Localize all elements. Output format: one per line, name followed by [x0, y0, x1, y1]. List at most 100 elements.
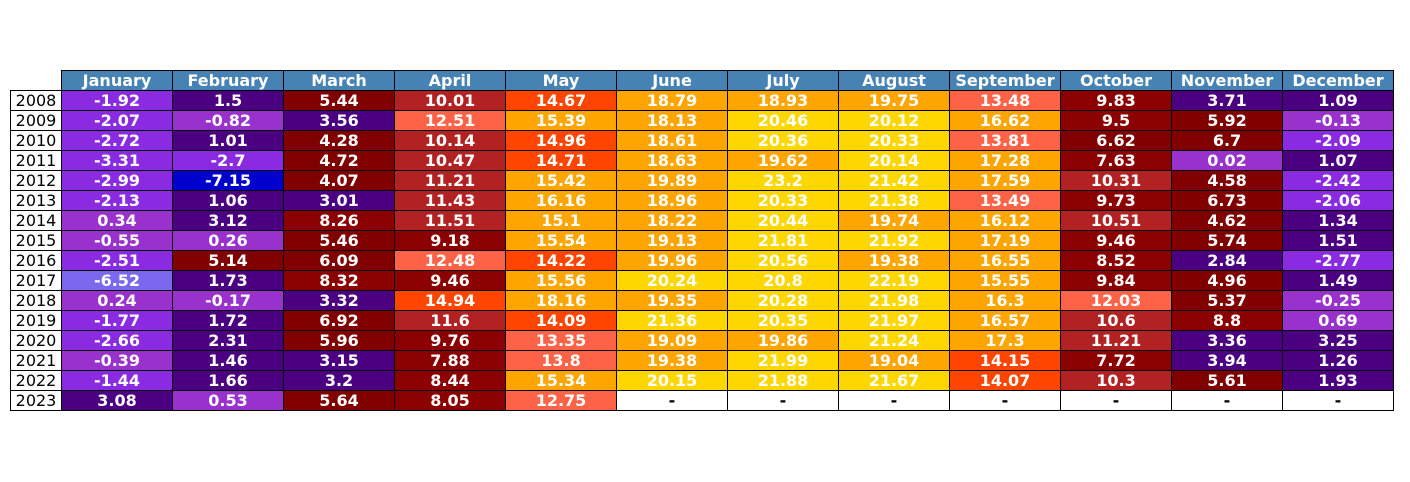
- value-cell: 5.61: [1171, 370, 1283, 391]
- value-cell: 18.61: [616, 130, 728, 151]
- temperature-table: January February March April May June July Augu…: [10, 70, 1394, 411]
- value-cell: 19.38: [838, 250, 950, 271]
- year-label: 2011: [10, 150, 62, 171]
- value-cell: 10.3: [1060, 370, 1172, 391]
- value-cell: 19.89: [616, 170, 728, 191]
- year-label: 2008: [10, 90, 62, 111]
- value-cell: 5.44: [283, 90, 395, 111]
- value-cell: 23.2: [727, 170, 839, 191]
- value-cell: 1.34: [1282, 210, 1394, 231]
- year-label: 2020: [10, 330, 62, 351]
- value-cell: -: [949, 390, 1061, 411]
- value-cell: 11.51: [394, 210, 506, 231]
- value-cell: 21.97: [838, 310, 950, 331]
- value-cell: 19.35: [616, 290, 728, 311]
- monthly-table: January February March April May June July Augu…: [10, 70, 1394, 411]
- value-cell: 4.96: [1171, 270, 1283, 291]
- value-cell: -6.52: [61, 270, 173, 291]
- value-cell: 20.33: [727, 190, 839, 211]
- value-cell: 4.58: [1171, 170, 1283, 191]
- year-label: 2014: [10, 210, 62, 231]
- value-cell: -: [616, 390, 728, 411]
- value-cell: 4.72: [283, 150, 395, 171]
- value-cell: 0.69: [1282, 310, 1394, 331]
- value-cell: 6.09: [283, 250, 395, 271]
- value-cell: 5.92: [1171, 110, 1283, 131]
- value-cell: 10.51: [1060, 210, 1172, 231]
- value-cell: 13.48: [949, 90, 1061, 111]
- value-cell: 21.24: [838, 330, 950, 351]
- value-cell: 9.83: [1060, 90, 1172, 111]
- column-header-july: July: [727, 70, 839, 91]
- value-cell: 5.64: [283, 390, 395, 411]
- value-cell: 0.53: [172, 390, 284, 411]
- value-cell: 16.12: [949, 210, 1061, 231]
- value-cell: -: [1060, 390, 1172, 411]
- year-label: 2017: [10, 270, 62, 291]
- value-cell: 9.84: [1060, 270, 1172, 291]
- value-cell: 1.51: [1282, 230, 1394, 251]
- value-cell: -2.66: [61, 330, 173, 351]
- value-cell: 1.09: [1282, 90, 1394, 111]
- value-cell: -2.06: [1282, 190, 1394, 211]
- value-cell: 5.74: [1171, 230, 1283, 251]
- table-row: 2012 -2.99 -7.15 4.07 11.21 15.42 19.89 23.2 21.…: [10, 170, 1394, 191]
- value-cell: 3.2: [283, 370, 395, 391]
- value-cell: 18.93: [727, 90, 839, 111]
- column-header-february: February: [172, 70, 284, 91]
- value-cell: 19.38: [616, 350, 728, 371]
- value-cell: 11.21: [394, 170, 506, 191]
- value-cell: 4.07: [283, 170, 395, 191]
- year-label: 2009: [10, 110, 62, 131]
- year-label: 2022: [10, 370, 62, 391]
- value-cell: -0.55: [61, 230, 173, 251]
- value-cell: 10.31: [1060, 170, 1172, 191]
- value-cell: 17.19: [949, 230, 1061, 251]
- value-cell: 21.92: [838, 230, 950, 251]
- column-header-april: April: [394, 70, 506, 91]
- column-header-september: September: [949, 70, 1061, 91]
- value-cell: 17.59: [949, 170, 1061, 191]
- value-cell: 11.43: [394, 190, 506, 211]
- value-cell: 0.26: [172, 230, 284, 251]
- value-cell: 20.33: [838, 130, 950, 151]
- year-label: 2012: [10, 170, 62, 191]
- value-cell: 14.07: [949, 370, 1061, 391]
- column-header-may: May: [505, 70, 617, 91]
- value-cell: 1.49: [1282, 270, 1394, 291]
- value-cell: -1.92: [61, 90, 173, 111]
- year-label: 2013: [10, 190, 62, 211]
- value-cell: -2.72: [61, 130, 173, 151]
- value-cell: 7.88: [394, 350, 506, 371]
- year-label: 2010: [10, 130, 62, 151]
- value-cell: 14.96: [505, 130, 617, 151]
- table-row: 2020 -2.66 2.31 5.96 9.76 13.35 19.09 19.86 21.2…: [10, 330, 1394, 351]
- value-cell: 16.16: [505, 190, 617, 211]
- table-row: 2018 0.24 -0.17 3.32 14.94 18.16 19.35 20.28 21.…: [10, 290, 1394, 311]
- value-cell: 3.71: [1171, 90, 1283, 111]
- value-cell: -2.99: [61, 170, 173, 191]
- value-cell: 8.52: [1060, 250, 1172, 271]
- year-label: 2016: [10, 250, 62, 271]
- value-cell: 19.13: [616, 230, 728, 251]
- value-cell: 1.5: [172, 90, 284, 111]
- value-cell: -0.39: [61, 350, 173, 371]
- value-cell: 21.88: [727, 370, 839, 391]
- column-header-november: November: [1171, 70, 1283, 91]
- value-cell: 1.72: [172, 310, 284, 331]
- value-cell: 3.15: [283, 350, 395, 371]
- value-cell: 3.08: [61, 390, 173, 411]
- value-cell: -: [1171, 390, 1283, 411]
- value-cell: 20.56: [727, 250, 839, 271]
- value-cell: 5.37: [1171, 290, 1283, 311]
- value-cell: 19.75: [838, 90, 950, 111]
- value-cell: 13.81: [949, 130, 1061, 151]
- value-cell: 16.55: [949, 250, 1061, 271]
- value-cell: 20.24: [616, 270, 728, 291]
- value-cell: 13.8: [505, 350, 617, 371]
- value-cell: 12.51: [394, 110, 506, 131]
- value-cell: 13.49: [949, 190, 1061, 211]
- value-cell: 14.71: [505, 150, 617, 171]
- value-cell: 1.73: [172, 270, 284, 291]
- value-cell: 17.3: [949, 330, 1061, 351]
